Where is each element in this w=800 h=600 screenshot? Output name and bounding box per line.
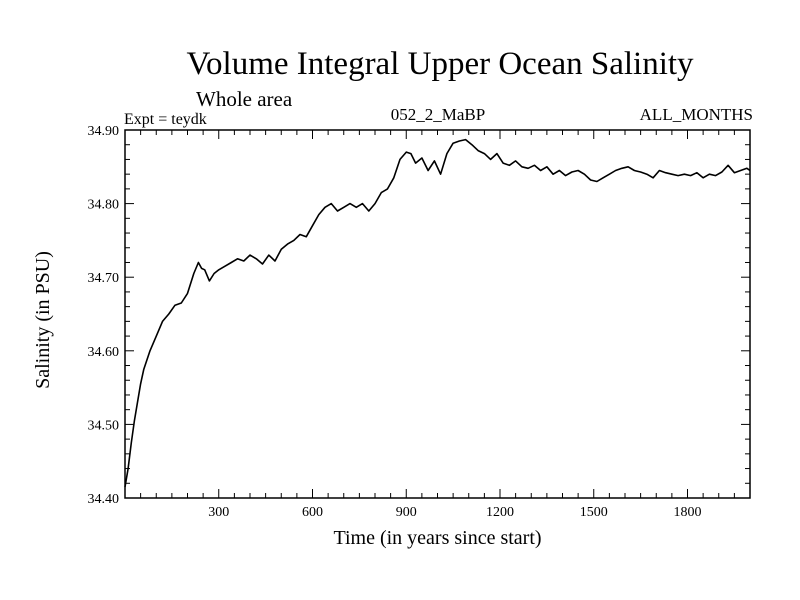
chart-subtitle: Whole area <box>196 87 293 111</box>
x-tick-label: 300 <box>208 505 229 520</box>
y-tick-label: 34.40 <box>88 492 120 507</box>
x-tick-label: 1200 <box>486 505 514 520</box>
y-tick-label: 34.70 <box>88 271 120 286</box>
y-tick-label: 34.50 <box>88 418 120 433</box>
x-axis-ticks <box>140 130 735 498</box>
x-tick-label: 1500 <box>580 505 608 520</box>
x-tick-label: 900 <box>396 505 417 520</box>
y-tick-label: 34.60 <box>88 345 120 360</box>
y-axis-ticks <box>125 144 750 484</box>
experiment-label: Expt = teydk <box>124 111 207 128</box>
salinity-series-line <box>124 138 751 488</box>
x-axis-label: Time (in years since start) <box>333 527 542 549</box>
run-id-label: 052_2_MaBP <box>390 105 486 124</box>
x-axis-tick-labels: 300 600 900 1200 1500 1800 <box>208 505 701 520</box>
plot-frame <box>124 129 751 499</box>
x-tick-label: 600 <box>302 505 323 520</box>
y-tick-label: 34.80 <box>88 198 120 213</box>
x-tick-label: 1800 <box>674 505 702 520</box>
chart-title: Volume Integral Upper Ocean Salinity <box>186 46 694 82</box>
months-label: ALL_MONTHS <box>639 105 753 124</box>
y-tick-label: 34.90 <box>88 124 120 139</box>
y-axis-tick-labels: 34.40 34.50 34.60 34.70 34.80 34.90 <box>88 124 120 507</box>
